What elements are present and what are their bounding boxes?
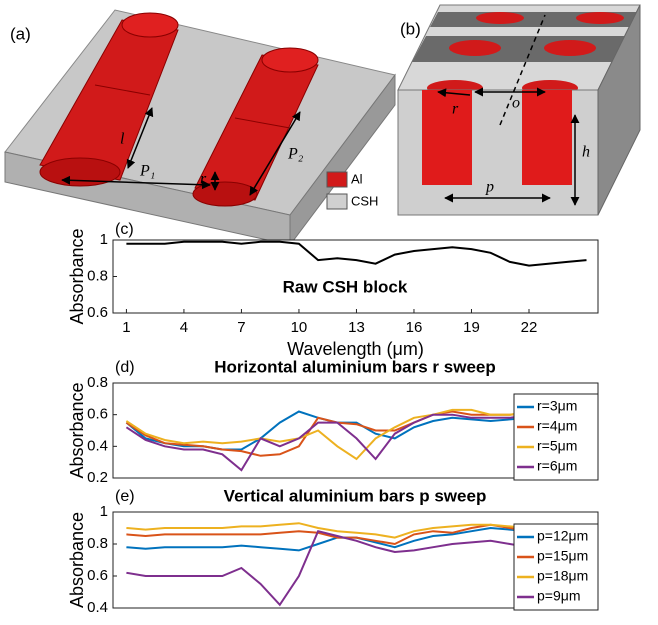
x-tick-label: 7 [237,319,245,336]
y-tick-label: 0.8 [87,267,108,284]
legend-label: r=5μm [537,438,577,454]
al-top [576,12,624,24]
legend-label: p=9μm [537,588,580,604]
y-tick-label: 0.6 [87,567,108,584]
data-line [126,522,587,539]
diagram-a: (a) l P₁ P₂ r Al CSH [4,9,396,247]
chart-title: Raw CSH block [283,277,408,296]
y-axis-label: Absorbance [67,382,87,478]
dim-label: h [582,144,590,161]
y-tick-label: 0.8 [87,535,108,552]
x-tick-label: 13 [348,319,365,336]
x-tick-label: 19 [463,319,480,336]
panel-label: (d) [115,359,135,376]
legend-swatch [326,171,348,188]
panel-label: (e) [115,488,135,505]
diagram-b: (b) o r h p [397,4,641,216]
panel-label: (b) [400,19,421,38]
panel-label: (a) [10,24,31,43]
legend-label: Al [351,171,363,186]
dim-label: P₁ [139,163,155,180]
y-tick-label: 0.8 [87,374,108,391]
dim-label: P₂ [287,146,304,163]
x-tick-label: 22 [521,319,538,336]
dim-label: r [200,171,207,188]
y-axis-label: Absorbance [67,512,87,608]
chart-title: Vertical aluminium bars p sweep [224,486,487,505]
arrow [249,111,301,196]
x-axis-label: Wavelength (μm) [287,339,424,359]
x-tick-label: 10 [291,319,308,336]
legend-box [513,523,599,611]
x-tick-label: 4 [180,319,188,336]
panel-label: (c) [115,221,134,238]
data-line [126,240,587,267]
legend-label: CSH [351,193,378,208]
y-tick-label: 0.4 [87,599,108,616]
dim-label: o [512,95,520,112]
dim-label: p [485,179,494,196]
legend-label: r=4μm [537,418,577,434]
dashed-line [499,14,546,126]
legend-label: r=6μm [537,458,577,474]
legend-box [513,393,599,481]
legend-label: p=12μm [537,528,588,544]
y-tick-label: 0.6 [87,304,108,321]
arrow [437,88,471,98]
block-side [597,4,641,216]
legend-label: p=15μm [537,548,588,564]
x-tick-label: 1 [122,319,130,336]
al-slab [522,90,572,185]
slab-side [289,73,396,247]
al-slab [422,90,472,185]
legend-swatch [326,193,348,210]
bar-seam [94,84,151,96]
data-line [125,410,587,472]
al-bar-end [121,12,179,38]
chart-title: Horizontal aluminium bars r sweep [214,357,496,376]
al-bar-end [261,47,319,73]
y-tick-label: 1 [100,503,108,520]
legend-label: r=3μm [537,398,577,414]
arrow [61,175,211,190]
data-line [126,530,587,607]
x-tick-label: 16 [406,319,423,336]
legend-label: p=18μm [537,568,588,584]
al-top [449,40,501,56]
y-tick-label: 0.6 [87,406,108,423]
y-tick-label: 0.4 [87,437,108,454]
y-tick-label: 1 [100,231,108,248]
al-top [544,40,596,56]
data-line [125,405,587,461]
data-line [126,523,587,546]
dim-label: r [452,101,459,118]
y-tick-label: 0.2 [87,469,108,486]
arrow [126,107,154,169]
y-axis-label: Absorbance [67,228,87,324]
al-top [476,12,524,24]
plot-area [112,239,599,314]
dim-label: l [120,131,125,148]
